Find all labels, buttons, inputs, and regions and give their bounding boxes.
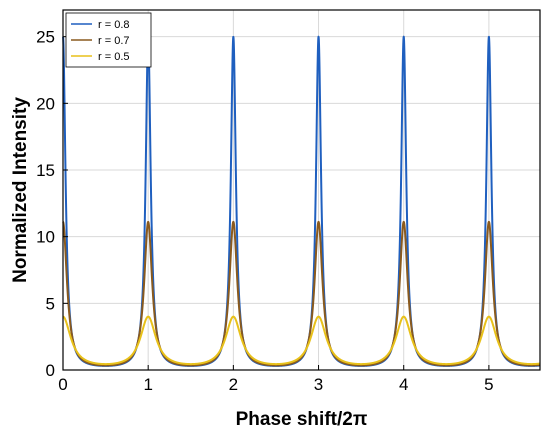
y-tick-label: 20 — [36, 94, 55, 113]
y-axis-label: Normalized Intensity — [10, 97, 31, 283]
y-tick-label: 10 — [36, 228, 55, 247]
x-tick-label: 0 — [58, 375, 67, 394]
legend: r = 0.8 r = 0.7 r = 0.5 — [65, 12, 152, 68]
x-tick-label: 1 — [143, 375, 152, 394]
series-line-1 — [62, 35, 541, 367]
y-tick-label: 15 — [36, 161, 55, 180]
series-lines — [62, 35, 541, 367]
y-tick-label: 25 — [36, 28, 55, 47]
legend-label: r = 0.8 — [98, 19, 130, 31]
x-tick-label: 5 — [484, 375, 493, 394]
x-tick-label: 2 — [229, 375, 238, 394]
axis-ticks: 0 1 2 3 4 5 0 5 10 15 20 25 — [36, 28, 494, 394]
legend-label: r = 0.5 — [98, 51, 130, 63]
x-axis-label: Phase shift/2π — [236, 409, 368, 430]
plot-frame — [62, 9, 541, 371]
y-tick-label: 5 — [46, 294, 55, 313]
series-line-2 — [62, 220, 541, 367]
series-line-3 — [62, 315, 541, 366]
y-tick-label: 0 — [46, 361, 55, 380]
x-tick-label: 3 — [314, 375, 323, 394]
legend-label: r = 0.7 — [98, 35, 130, 47]
x-tick-label: 4 — [399, 375, 408, 394]
